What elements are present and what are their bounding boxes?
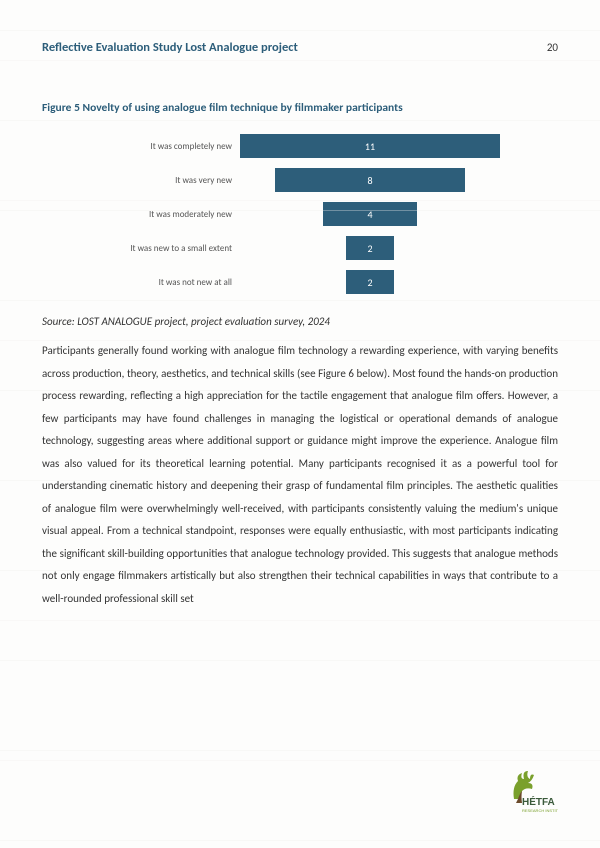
body-paragraph: Participants generally found working wit… [42, 340, 558, 611]
page-header: Reflective Evaluation Study Lost Analogu… [42, 40, 558, 55]
chart-bar: 8 [275, 168, 464, 192]
chart-row-label: It was new to a small extent [100, 243, 240, 254]
tree-leaves-icon [514, 771, 535, 799]
chart-bar: 4 [323, 202, 418, 226]
chart-bar-area: 11 [240, 134, 500, 158]
chart-row: It was not new at all 2 [100, 265, 500, 299]
figure-title: Figure 5 Novelty of using analogue film … [42, 101, 558, 115]
chart-bar-value: 2 [367, 242, 372, 255]
chart-row: It was moderately new 4 [100, 197, 500, 231]
chart-bar: 11 [240, 134, 500, 158]
hetfa-logo: HÉTFA RESEARCH INSTITUTE [496, 765, 558, 820]
chart-row: It was very new 8 [100, 163, 500, 197]
doc-title: Reflective Evaluation Study Lost Analogu… [42, 40, 298, 55]
chart-row-label: It was completely new [100, 141, 240, 152]
chart-row-label: It was very new [100, 175, 240, 186]
logo-text: HÉTFA [522, 795, 555, 808]
chart-bar-area: 8 [240, 168, 500, 192]
chart-bar-value: 2 [367, 276, 372, 289]
chart-bar: 2 [346, 236, 393, 260]
chart-bar-value: 4 [367, 208, 372, 221]
chart-bar-area: 2 [240, 236, 500, 260]
chart-row-label: It was moderately new [100, 209, 240, 220]
figure-source: Source: LOST ANALOGUE project, project e… [42, 315, 558, 328]
chart-row-label: It was not new at all [100, 277, 240, 288]
chart-bar-value: 11 [365, 140, 375, 153]
chart-row: It was completely new 11 [100, 129, 500, 163]
chart-row: It was new to a small extent 2 [100, 231, 500, 265]
chart-bar-area: 2 [240, 270, 500, 294]
novelty-bar-chart: It was completely new11It was very new8I… [100, 129, 500, 299]
chart-bar-value: 8 [367, 174, 372, 187]
page-number: 20 [547, 41, 558, 54]
chart-bar-area: 4 [240, 202, 500, 226]
logo-subtitle: RESEARCH INSTITUTE [522, 808, 558, 813]
chart-bar: 2 [346, 270, 393, 294]
